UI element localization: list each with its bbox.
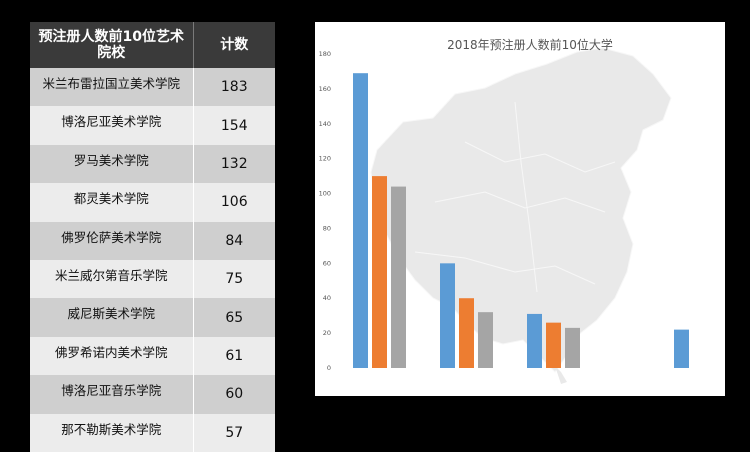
cell-name: 佛罗伦萨美术学院 — [30, 221, 194, 260]
table-row: 威尼斯美术学院 65 — [30, 298, 275, 337]
bar — [391, 186, 406, 368]
table-row: 米兰威尔第音乐学院 75 — [30, 259, 275, 299]
y-tick-label: 100 — [319, 190, 331, 198]
cell-name: 佛罗希诺内美术学院 — [30, 336, 194, 376]
table-row: 博洛尼亚美术学院 154 — [30, 106, 275, 145]
cell-count: 60 — [193, 375, 275, 414]
y-tick-label: 160 — [319, 85, 331, 93]
bar — [353, 73, 368, 368]
cell-name: 罗马美术学院 — [30, 144, 194, 184]
university-table: 预注册人数前10位艺术院校 计数 米兰布雷拉国立美术学院 183 博洛尼亚美术学… — [30, 22, 275, 452]
cell-count: 61 — [193, 336, 275, 376]
cell-name: 威尼斯美术学院 — [30, 298, 194, 337]
cell-count: 132 — [193, 144, 275, 184]
y-tick-label: 0 — [327, 364, 331, 372]
table-row: 都灵美术学院 106 — [30, 183, 275, 222]
cell-count: 154 — [193, 106, 275, 145]
y-tick-label: 140 — [319, 120, 331, 128]
cell-count: 65 — [193, 298, 275, 337]
cell-name: 都灵美术学院 — [30, 183, 194, 222]
cell-count: 106 — [193, 183, 275, 222]
chart-title: 2018年预注册人数前10位大学 — [447, 37, 613, 52]
cell-count: 75 — [193, 259, 275, 299]
y-tick-label: 180 — [319, 50, 331, 58]
y-tick-label: 60 — [323, 259, 331, 267]
header-name: 预注册人数前10位艺术院校 — [30, 22, 194, 68]
table-row: 罗马美术学院 132 — [30, 144, 275, 184]
y-axis: 0 20 40 60 80 100 120 140 160 180 — [319, 50, 331, 372]
china-map-background — [370, 47, 672, 384]
bar — [372, 176, 387, 368]
bar — [440, 263, 455, 368]
table-row: 米兰布雷拉国立美术学院 183 — [30, 68, 275, 107]
cell-name: 米兰布雷拉国立美术学院 — [30, 68, 194, 107]
y-tick-label: 120 — [319, 155, 331, 163]
table-row: 佛罗希诺内美术学院 61 — [30, 336, 275, 376]
cell-name: 米兰威尔第音乐学院 — [30, 259, 194, 299]
cell-count: 183 — [193, 68, 275, 107]
bar — [565, 327, 580, 368]
header-count: 计数 — [193, 22, 275, 68]
cell-count: 57 — [193, 413, 275, 452]
cell-name: 博洛尼亚美术学院 — [30, 106, 194, 145]
bar — [527, 313, 542, 368]
table-row: 博洛尼亚音乐学院 60 — [30, 375, 275, 414]
bar — [674, 329, 689, 368]
table-row: 那不勒斯美术学院 57 — [30, 413, 275, 452]
cell-count: 84 — [193, 221, 275, 260]
y-tick-label: 20 — [323, 329, 331, 337]
bars — [353, 73, 689, 368]
y-tick-label: 80 — [323, 224, 331, 232]
y-tick-label: 40 — [323, 294, 331, 302]
table-row: 佛罗伦萨美术学院 84 — [30, 221, 275, 260]
bar — [546, 322, 561, 368]
bar-chart: 2018年预注册人数前10位大学 0 20 40 60 80 100 120 140 160 18… — [319, 37, 689, 384]
bar — [478, 312, 493, 368]
table-header-row: 预注册人数前10位艺术院校 计数 — [30, 22, 275, 68]
chart-panel: 2018年预注册人数前10位大学 0 20 40 60 80 100 120 140 160 18… — [315, 22, 725, 396]
cell-name: 那不勒斯美术学院 — [30, 413, 194, 452]
bar — [459, 298, 474, 368]
cell-name: 博洛尼亚音乐学院 — [30, 375, 194, 414]
